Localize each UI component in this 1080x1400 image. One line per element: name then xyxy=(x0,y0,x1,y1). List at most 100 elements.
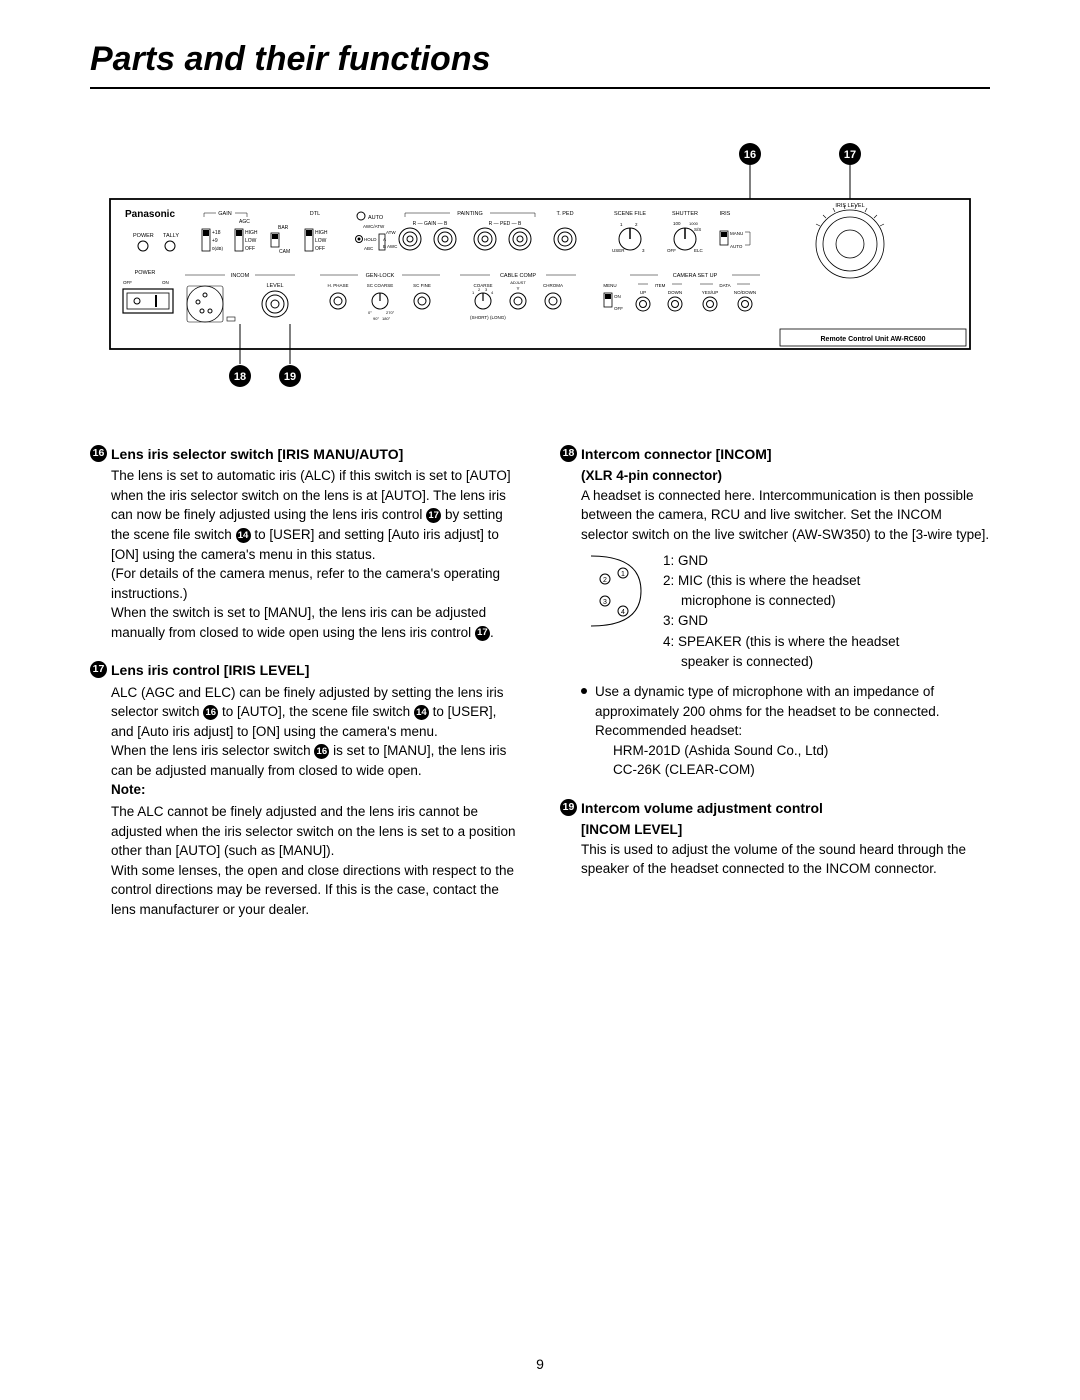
xlr-connector-icon: 1 2 3 4 xyxy=(581,551,651,631)
svg-text:NO/DOWN: NO/DOWN xyxy=(734,290,756,295)
svg-text:USER: USER xyxy=(612,248,625,253)
svg-text:1000: 1000 xyxy=(689,221,699,226)
svg-text:CAMERA SET UP: CAMERA SET UP xyxy=(673,273,718,279)
note-label: Note: xyxy=(111,780,520,800)
section-19-body: [INCOM LEVEL] This is used to adjust the… xyxy=(560,820,990,879)
svg-text:SCENE FILE: SCENE FILE xyxy=(614,211,646,217)
svg-text:ON: ON xyxy=(162,280,169,285)
page-title: Parts and their functions xyxy=(90,40,990,89)
num-17: 17 xyxy=(90,661,107,678)
pin-1: 1: GND xyxy=(663,551,899,571)
svg-text:100: 100 xyxy=(673,221,681,226)
num-19: 19 xyxy=(560,799,577,816)
num-16: 16 xyxy=(90,445,107,462)
svg-text:PAINTING: PAINTING xyxy=(457,211,483,217)
svg-text:MENU: MENU xyxy=(603,283,616,288)
svg-text:DATA: DATA xyxy=(719,283,730,288)
section-19-title: Intercom volume adjustment control xyxy=(581,798,823,818)
painting-knobs xyxy=(399,228,531,250)
section-16-body: The lens is set to automatic iris (ALC) … xyxy=(90,466,520,642)
svg-text:AUTO: AUTO xyxy=(368,215,384,221)
svg-text:1: 1 xyxy=(621,571,625,578)
pin-2a: 2: MIC (this is where the headset xyxy=(663,571,899,591)
section-19-subtitle: [INCOM LEVEL] xyxy=(581,820,990,840)
svg-text:Panasonic: Panasonic xyxy=(125,209,175,220)
svg-text:TALLY: TALLY xyxy=(163,233,179,239)
svg-text:R — GAIN — B: R — GAIN — B xyxy=(413,221,448,227)
svg-text:OFF: OFF xyxy=(667,248,676,253)
svg-text:CHROMA: CHROMA xyxy=(543,283,563,288)
ref-17b-icon: 17 xyxy=(475,626,490,641)
bullet-1: Use a dynamic type of microphone with an… xyxy=(581,682,990,780)
svg-text:IRIS LEVEL: IRIS LEVEL xyxy=(835,203,864,209)
svg-text:17: 17 xyxy=(844,149,856,161)
svg-text:SC FINE: SC FINE xyxy=(413,283,431,288)
svg-text:AWC/ATW: AWC/ATW xyxy=(363,224,385,229)
svg-text:SC COARSE: SC COARSE xyxy=(367,283,394,288)
svg-text:A: A xyxy=(383,237,386,242)
svg-text:OFF: OFF xyxy=(123,280,132,285)
svg-text:BAR: BAR xyxy=(278,225,289,231)
rec-label: Recommended headset: xyxy=(595,721,990,741)
svg-text:ATW: ATW xyxy=(386,230,396,235)
bullet-dot-icon xyxy=(581,688,587,694)
svg-text:3: 3 xyxy=(603,599,607,606)
svg-text:GAIN: GAIN xyxy=(218,211,231,217)
section-16-title: Lens iris selector switch [IRIS MANU/AUT… xyxy=(111,444,403,464)
ref-16b-icon: 16 xyxy=(314,744,329,759)
svg-text:HOLD: HOLD xyxy=(364,237,377,242)
svg-text:0(dB): 0(dB) xyxy=(212,246,224,251)
svg-text:19: 19 xyxy=(284,371,296,383)
svg-text:LOW: LOW xyxy=(245,238,257,244)
svg-text:+18: +18 xyxy=(212,230,221,236)
svg-text:4: 4 xyxy=(491,290,494,295)
svg-text:Y: Y xyxy=(516,286,519,291)
callout-19: 19 xyxy=(279,365,301,387)
ref-17-icon: 17 xyxy=(426,508,441,523)
svg-text:POWER: POWER xyxy=(135,270,156,276)
section-18-p1: A headset is connected here. Intercommun… xyxy=(581,486,990,545)
svg-text:T. PED: T. PED xyxy=(556,211,573,217)
svg-text:16: 16 xyxy=(744,149,756,161)
svg-text:AGC: AGC xyxy=(239,219,250,225)
svg-text:90°: 90° xyxy=(373,316,379,321)
rec-1: HRM-201D (Ashida Sound Co., Ltd) xyxy=(595,741,990,761)
svg-text:ITEM: ITEM xyxy=(655,283,666,288)
callout-18: 18 xyxy=(229,365,251,387)
section-18-body: (XLR 4-pin connector) A headset is conne… xyxy=(560,466,990,780)
svg-text:18: 18 xyxy=(234,371,246,383)
num-18: 18 xyxy=(560,445,577,462)
svg-text:POWER: POWER xyxy=(133,233,154,239)
svg-text:3: 3 xyxy=(642,248,645,253)
page-number: 9 xyxy=(0,1356,1080,1372)
svg-text:R — PED — B: R — PED — B xyxy=(489,221,522,227)
svg-text:+9: +9 xyxy=(212,238,218,244)
svg-text:YES/UP: YES/UP xyxy=(702,290,719,295)
svg-text:UP: UP xyxy=(640,290,646,295)
note-1: The ALC cannot be finely adjusted and th… xyxy=(111,802,520,861)
pinout: 1 2 3 4 1: GND 2: MIC (this is where the… xyxy=(581,551,990,673)
left-column: 16 Lens iris selector switch [IRIS MANU/… xyxy=(90,444,520,937)
svg-text:0°: 0° xyxy=(368,310,372,315)
svg-text:DOWN: DOWN xyxy=(668,290,682,295)
svg-text:180°: 180° xyxy=(382,316,391,321)
svg-text:GEN-LOCK: GEN-LOCK xyxy=(366,273,395,279)
ref-16-icon: 16 xyxy=(203,705,218,720)
svg-text:OFF: OFF xyxy=(614,306,623,311)
svg-text:ABC: ABC xyxy=(364,246,374,251)
svg-text:Remote Control Unit AW-RC600: Remote Control Unit AW-RC600 xyxy=(821,336,926,343)
svg-text:(LONG): (LONG) xyxy=(490,315,506,320)
svg-text:OFF: OFF xyxy=(245,246,255,252)
section-18-heading: 18 Intercom connector [INCOM] xyxy=(560,444,990,464)
svg-text:MANU: MANU xyxy=(730,231,743,236)
pin-2b: microphone is connected) xyxy=(663,591,899,611)
svg-text:AWC: AWC xyxy=(387,244,398,249)
svg-text:IRIS: IRIS xyxy=(720,211,731,217)
svg-text:1: 1 xyxy=(472,290,475,295)
pin-4a: 4: SPEAKER (this is where the headset xyxy=(663,632,899,652)
svg-text:4: 4 xyxy=(621,609,625,616)
callout-17: 17 xyxy=(839,143,861,199)
svg-text:DTL: DTL xyxy=(310,211,320,217)
callout-16: 16 xyxy=(739,143,761,199)
svg-text:270°: 270° xyxy=(386,310,395,315)
